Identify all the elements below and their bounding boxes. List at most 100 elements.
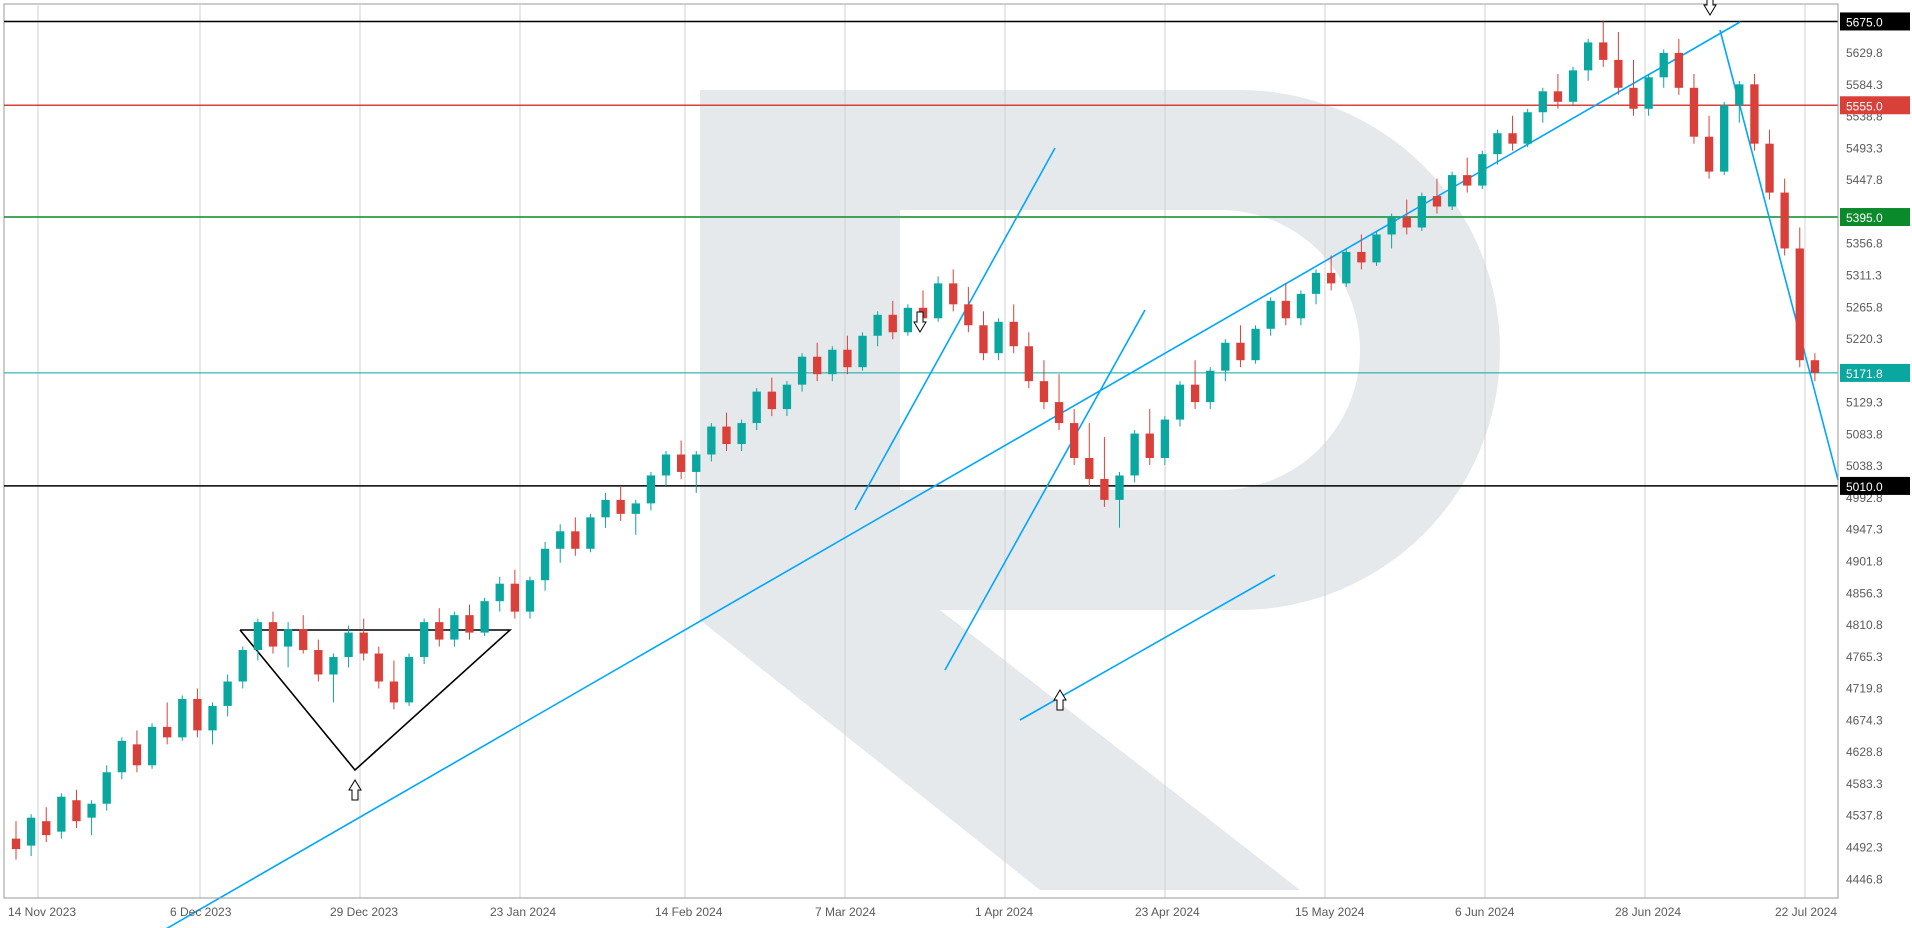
candle-body	[1010, 322, 1018, 346]
candle-body	[1418, 196, 1426, 227]
candle-body	[768, 392, 776, 409]
candle-body	[148, 727, 156, 765]
price-tick: 5265.8	[1846, 300, 1883, 314]
candle-body	[344, 633, 352, 657]
candle-body	[889, 315, 897, 332]
price-tick: 4947.3	[1846, 523, 1883, 537]
candle-body	[707, 427, 715, 455]
candle-body	[1448, 175, 1456, 206]
candle-body	[858, 336, 866, 367]
candle-body	[1478, 154, 1486, 185]
date-tick: 1 Apr 2024	[975, 905, 1033, 919]
candle-body	[677, 454, 685, 471]
price-tick: 5629.8	[1846, 46, 1883, 60]
price-tick: 4901.8	[1846, 554, 1883, 568]
candle-body	[133, 744, 141, 765]
price-tick: 4856.3	[1846, 586, 1883, 600]
price-tick: 4719.8	[1846, 682, 1883, 696]
candle-body	[1403, 217, 1411, 227]
candle-body	[1675, 53, 1683, 88]
price-tick: 5038.3	[1846, 459, 1883, 473]
candle-body	[1372, 234, 1380, 262]
candle-body	[1614, 60, 1622, 88]
candle-body	[1569, 70, 1577, 101]
date-tick: 29 Dec 2023	[330, 905, 398, 919]
price-tick: 5584.3	[1846, 78, 1883, 92]
candle-body	[1735, 84, 1743, 105]
candle-body	[1206, 371, 1214, 402]
candle-body	[1327, 273, 1335, 283]
candle-body	[586, 517, 594, 548]
candle-body	[692, 454, 700, 471]
candle-body	[662, 454, 670, 475]
candle-body	[1539, 91, 1547, 112]
date-tick: 23 Jan 2024	[490, 905, 556, 919]
candle-body	[1660, 53, 1668, 77]
candle-body	[299, 629, 307, 650]
candle-body	[87, 804, 95, 818]
candle-body	[223, 681, 231, 705]
candle-body	[480, 601, 488, 632]
candle-body	[1040, 381, 1048, 402]
candle-body	[1115, 475, 1123, 499]
candle-body	[12, 839, 20, 849]
candle-body	[193, 699, 201, 730]
candle-body	[979, 325, 987, 353]
candle-body	[1251, 329, 1259, 360]
date-tick: 14 Feb 2024	[655, 905, 723, 919]
candle-body	[1433, 196, 1441, 206]
candle-body	[1297, 294, 1305, 318]
candle-body	[949, 283, 957, 304]
price-tick: 5220.3	[1846, 332, 1883, 346]
candle-body	[1493, 133, 1501, 154]
price-tag-label: 5395.0	[1846, 211, 1883, 225]
candle-body	[314, 650, 322, 674]
candle-body	[601, 500, 609, 517]
candle-body	[1191, 385, 1199, 402]
candle-body	[1236, 343, 1244, 360]
candle-body	[526, 580, 534, 611]
candle-body	[1146, 434, 1154, 458]
date-tick: 23 Apr 2024	[1135, 905, 1200, 919]
candle-body	[1100, 479, 1108, 500]
candle-body	[103, 772, 111, 803]
candle-body	[450, 615, 458, 639]
candle-body	[1750, 84, 1758, 143]
candle-body	[1796, 248, 1804, 360]
candle-body	[1130, 434, 1138, 476]
candle-body	[1161, 420, 1169, 458]
candle-body	[904, 308, 912, 332]
candle-body	[798, 357, 806, 385]
candle-body	[1387, 217, 1395, 234]
candle-body	[1690, 88, 1698, 137]
candle-body	[783, 385, 791, 409]
candle-body	[934, 283, 942, 318]
date-tick: 22 Jul 2024	[1775, 905, 1837, 919]
price-tick: 5311.3	[1846, 268, 1882, 282]
candle-body	[420, 622, 428, 657]
price-tick: 4583.3	[1846, 777, 1883, 791]
date-tick: 7 Mar 2024	[815, 905, 876, 919]
candle-body	[1765, 144, 1773, 193]
date-tick: 6 Dec 2023	[170, 905, 232, 919]
date-tick: 6 Jun 2024	[1455, 905, 1515, 919]
candle-body	[57, 797, 65, 832]
candle-body	[813, 357, 821, 374]
candle-body	[511, 584, 519, 612]
candle-body	[828, 350, 836, 374]
candle-body	[1720, 105, 1728, 171]
candle-body	[632, 503, 640, 513]
candle-body	[1644, 77, 1652, 108]
price-tick: 5493.3	[1846, 141, 1883, 155]
candle-body	[72, 800, 80, 821]
date-tick: 15 May 2024	[1295, 905, 1365, 919]
candle-body	[1508, 133, 1516, 143]
candle-body	[556, 531, 564, 548]
candle-body	[722, 427, 730, 444]
candle-body	[360, 633, 368, 654]
price-chart[interactable]: 5675.05629.85584.35538.85493.35447.85356…	[0, 0, 1912, 928]
candle-body	[737, 423, 745, 444]
candle-body	[1599, 42, 1607, 59]
candle-body	[254, 622, 262, 650]
date-tick: 14 Nov 2023	[8, 905, 76, 919]
